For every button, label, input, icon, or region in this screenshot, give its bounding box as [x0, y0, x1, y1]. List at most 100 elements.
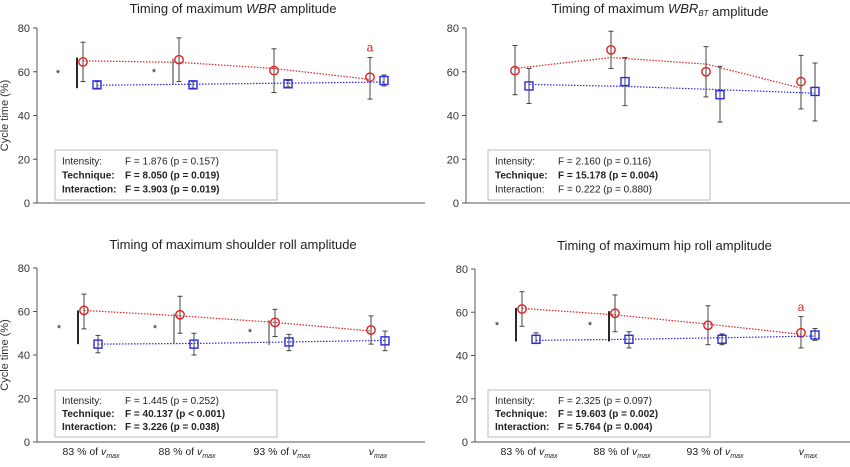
stats-label: Interaction:	[62, 422, 116, 433]
data-point-square	[188, 80, 198, 90]
data-point-circle	[174, 54, 184, 65]
significance-asterisk: *	[248, 327, 253, 339]
y-tick-label: 20	[447, 154, 459, 166]
y-tick-label: 60	[18, 67, 30, 79]
data-point-circle	[606, 44, 616, 55]
panel-hip-roll: Timing of maximum hip roll amplitude 0 20 4…	[425, 225, 850, 462]
annotation-label: a	[367, 41, 374, 55]
stats-value: F = 8.050 (p = 0.019)	[125, 171, 220, 182]
chart-title-part: Timing of maximum shoulder roll amplitud…	[109, 237, 356, 252]
annotation-label: a	[798, 300, 805, 314]
data-point-circle	[78, 57, 88, 67]
data-point-circle	[175, 309, 185, 320]
trend-line	[96, 81, 385, 86]
data-point-circle	[703, 320, 713, 331]
stats-label: Interaction:	[495, 422, 549, 433]
data-point-circle	[269, 65, 279, 76]
stats-box	[487, 389, 711, 438]
x-tick-label: vmax	[799, 446, 818, 460]
data-point-circle	[796, 76, 806, 87]
y-axis-label: Cycle time (%)	[0, 319, 11, 391]
data-point-square	[810, 86, 820, 97]
stats-box	[54, 389, 278, 438]
data-point-circle	[510, 65, 520, 76]
data-point-square	[283, 79, 293, 89]
stats-label: Technique:	[62, 171, 115, 182]
chart-title: Timing of maximum hip roll amplitude	[557, 238, 772, 253]
x-tick-label: 83 % of vmax	[62, 446, 120, 460]
chart-hip-roll: Timing of maximum hip roll amplitude 0 20 4…	[456, 238, 850, 460]
data-point-square	[524, 81, 534, 91]
y-tick-label: 80	[456, 264, 468, 276]
y-tick-label: 80	[18, 263, 30, 275]
significance-asterisk: *	[152, 67, 157, 79]
chart-wbr-bt: Timing of maximum WBRBT amplitude 0 20 40 60…	[447, 1, 850, 210]
chart-title-part: Timing of maximum	[130, 1, 247, 16]
data-point-circle	[610, 308, 620, 319]
chart-wbr: Timing of maximum WBR amplitude 0 20 40 60 80…	[0, 1, 425, 210]
stats-label: Intensity:	[495, 157, 535, 168]
data-point-square	[284, 337, 294, 347]
stats-label: Technique:	[495, 171, 548, 182]
y-axis-label: Cycle time (%)	[0, 80, 11, 152]
x-tick-label: 83 % of vmax	[500, 446, 558, 460]
y-tick-label: 0	[24, 198, 30, 210]
data-point-square	[620, 76, 630, 87]
data-point-square	[92, 80, 102, 90]
stats-value: F = 2.325 (p = 0.097)	[558, 396, 652, 407]
significance-asterisk: *	[588, 320, 593, 332]
trend-line	[514, 56, 802, 89]
chart-title-part: Timing of maximum	[551, 1, 668, 16]
panel-shoulder-roll: Timing of maximum shoulder roll amplitud…	[0, 225, 425, 462]
stats-label: Technique:	[495, 409, 548, 420]
y-tick-label: 0	[453, 198, 459, 210]
data-point-square	[380, 336, 390, 346]
data-point-circle	[701, 66, 711, 77]
trend-line	[535, 335, 816, 341]
data-point-circle	[366, 325, 376, 335]
y-tick-label: 0	[24, 437, 30, 449]
significance-asterisk: *	[57, 323, 62, 335]
chart-title-part: amplitude	[276, 1, 336, 16]
trend-line	[82, 60, 371, 81]
chart-title: Timing of maximum WBR amplitude	[130, 1, 337, 16]
trend-line	[83, 309, 372, 332]
data-point-square	[715, 90, 725, 100]
panel-wbr-bt: Timing of maximum WBRBT amplitude 0 20 40 60…	[425, 0, 850, 215]
stats-box	[487, 149, 711, 201]
chart-title: Timing of maximum shoulder roll amplitud…	[109, 237, 356, 252]
panel-wbr: Timing of maximum WBR amplitude 0 20 40 60 80…	[0, 0, 425, 215]
significance-asterisk: *	[56, 68, 61, 80]
data-point-square	[531, 334, 541, 344]
significance-asterisk: *	[495, 320, 500, 332]
stats-label: Technique:	[62, 409, 115, 420]
data-point-circle	[796, 327, 806, 338]
x-tick-label: 88 % of vmax	[593, 446, 651, 460]
chart-title: Timing of maximum WBRBT amplitude	[551, 1, 768, 19]
chart-title-part: WBR	[246, 1, 276, 16]
y-tick-label: 20	[18, 394, 30, 406]
stats-value: F = 1.876 (p = 0.157)	[125, 157, 219, 168]
x-tick-label: 93 % of vmax	[253, 446, 311, 460]
stats-label: Intensity:	[495, 396, 535, 407]
data-point-square	[624, 334, 634, 344]
data-point-square	[189, 339, 199, 349]
data-point-square	[717, 334, 727, 344]
trend-line	[528, 83, 816, 94]
y-tick-label: 60	[456, 307, 468, 319]
stats-value: F = 2.160 (p = 0.116)	[558, 157, 651, 168]
data-point-square	[379, 75, 389, 86]
y-tick-label: 40	[447, 111, 459, 123]
data-point-circle	[517, 304, 527, 314]
stats-value: F = 40.137 (p < 0.001)	[125, 409, 225, 420]
stats-box	[54, 149, 278, 201]
x-tick-label: 88 % of vmax	[158, 446, 216, 460]
stats-value: F = 1.445 (p = 0.252)	[125, 396, 219, 407]
y-tick-label: 20	[456, 394, 468, 406]
significance-asterisk: *	[153, 323, 158, 335]
y-tick-label: 60	[447, 67, 459, 79]
stats-value: F = 19.603 (p = 0.002)	[558, 409, 658, 420]
stats-label: Intensity:	[62, 396, 102, 407]
y-tick-label: 80	[18, 23, 30, 35]
data-point-square	[810, 330, 820, 340]
